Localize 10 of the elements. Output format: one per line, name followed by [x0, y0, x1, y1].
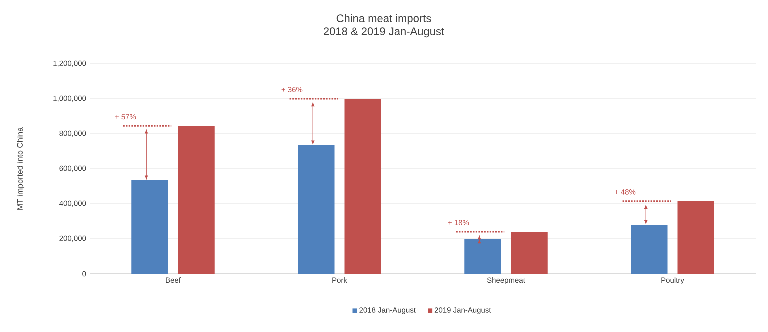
bar	[132, 180, 168, 274]
bar	[511, 232, 548, 274]
bar	[678, 201, 714, 274]
bar	[631, 225, 668, 274]
chart-title: China meat imports 2018 & 2019 Jan-August	[324, 14, 444, 38]
y-axis-title: MT imported into China	[17, 127, 25, 210]
bar	[464, 239, 502, 274]
bar	[178, 126, 215, 274]
bar	[344, 99, 382, 274]
bar	[298, 145, 335, 274]
